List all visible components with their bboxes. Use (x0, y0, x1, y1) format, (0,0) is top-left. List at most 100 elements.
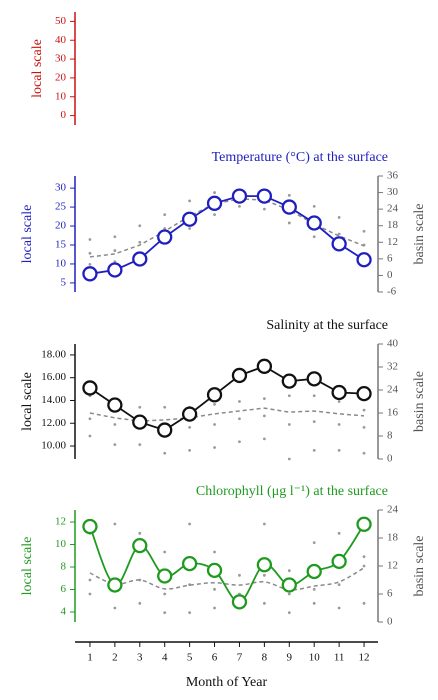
local-marker (356, 516, 372, 532)
local-marker (256, 188, 273, 204)
local-marker (82, 266, 98, 282)
x-tick-label: 8 (262, 652, 268, 664)
y-tick-label: 25 (55, 201, 67, 213)
sample-dot (88, 417, 92, 421)
local-marker (157, 422, 173, 438)
y-tick-label: 10 (55, 90, 67, 102)
y-tick-label: 20 (55, 71, 67, 83)
sample-dot (312, 235, 316, 239)
sample-dot (337, 531, 341, 535)
y2-tick-label: 30 (387, 186, 399, 198)
sample-dot (213, 446, 216, 449)
y2-tick-label: 12 (387, 236, 398, 248)
sample-dot (113, 235, 117, 239)
y2-tick-label: 40 (387, 338, 399, 350)
sample-dot (312, 587, 316, 591)
sample-dot (337, 232, 341, 236)
sample-dot (163, 550, 167, 554)
sample-dot (113, 522, 117, 526)
y2-tick-label: 18 (387, 532, 399, 544)
local-marker (82, 380, 98, 396)
sample-dot (213, 423, 216, 426)
local-line (89, 365, 365, 432)
y-tick-label: 5 (61, 276, 67, 288)
sample-dot (213, 402, 216, 406)
sample-dot (238, 573, 241, 577)
sample-dot (238, 417, 241, 421)
local-marker (231, 367, 248, 384)
sample-dot (337, 583, 341, 587)
x-tick-label: 2 (112, 652, 118, 664)
x-tick-label: 3 (137, 652, 143, 664)
sample-dot (238, 204, 241, 208)
y2-axis-label: basin scale (412, 371, 427, 432)
sample-dot (88, 434, 92, 438)
sample-dot (213, 213, 216, 217)
sample-dot (163, 213, 167, 217)
sample-dot (163, 227, 167, 230)
sample-dot (312, 204, 316, 208)
sample-dot (138, 443, 142, 447)
local-marker (206, 387, 223, 403)
y2-tick-label: 36 (387, 170, 399, 182)
local-marker (107, 577, 123, 593)
y2-tick-label: -6 (387, 286, 397, 298)
local-marker (331, 236, 347, 252)
x-tick-label: 11 (334, 652, 345, 664)
y-tick-label: 20 (55, 220, 67, 232)
sample-dot (287, 394, 291, 398)
sample-dot (287, 423, 291, 426)
x-tick-label: 5 (187, 652, 193, 664)
x-tick-label: 9 (287, 652, 293, 664)
x-tick-label: 12 (359, 652, 370, 664)
sample-dot (362, 425, 366, 429)
sample-dot (362, 451, 366, 455)
local-marker (331, 553, 347, 570)
local-marker (181, 406, 198, 422)
sample-dot (138, 224, 142, 228)
y2-tick-label: 0 (387, 616, 393, 628)
sample-dot (88, 251, 92, 255)
y-tick-label: 18.00 (41, 348, 66, 360)
local-marker (281, 577, 297, 593)
y2-tick-label: 16 (387, 407, 399, 419)
local-marker (256, 358, 273, 374)
local-marker (256, 557, 273, 573)
sample-dot (88, 592, 92, 596)
sample-dot (337, 400, 341, 403)
sample-dot (287, 193, 291, 197)
sample-dot (138, 405, 142, 409)
sample-dot (312, 448, 316, 452)
panel-title: Temperature (°C) at the surface (212, 150, 388, 165)
sample-dot (312, 420, 316, 424)
y-tick-label: 10 (55, 257, 67, 269)
sample-dot (262, 522, 266, 526)
sample-dot (262, 397, 266, 401)
sample-dot (312, 394, 316, 398)
sample-dot (287, 221, 291, 225)
y-tick-label: 16.00 (41, 371, 66, 383)
panel-title: Chlorophyll (μg l⁻¹) at the surface (196, 484, 388, 499)
sample-dot (262, 207, 266, 211)
x-tick-label: 6 (212, 652, 218, 664)
local-marker (132, 414, 148, 430)
y2-tick-label: 6 (387, 588, 393, 600)
sample-dot (287, 457, 291, 461)
local-marker (281, 199, 297, 215)
local-marker (181, 211, 198, 227)
sample-dot (138, 601, 142, 605)
sample-dot (362, 408, 366, 412)
local-marker (206, 562, 223, 579)
x-axis-label: Month of Year (186, 675, 268, 690)
y-axis-label: local scale (20, 372, 35, 431)
sample-dot (188, 199, 192, 203)
sample-dot (262, 573, 266, 577)
y-tick-label: 0 (61, 109, 67, 121)
sample-dot (138, 240, 142, 244)
y2-tick-label: 18 (387, 219, 399, 231)
y-axis-label: local scale (20, 205, 35, 264)
sample-dot (312, 601, 316, 605)
sample-dot (88, 262, 92, 266)
y-tick-label: 4 (61, 606, 67, 618)
